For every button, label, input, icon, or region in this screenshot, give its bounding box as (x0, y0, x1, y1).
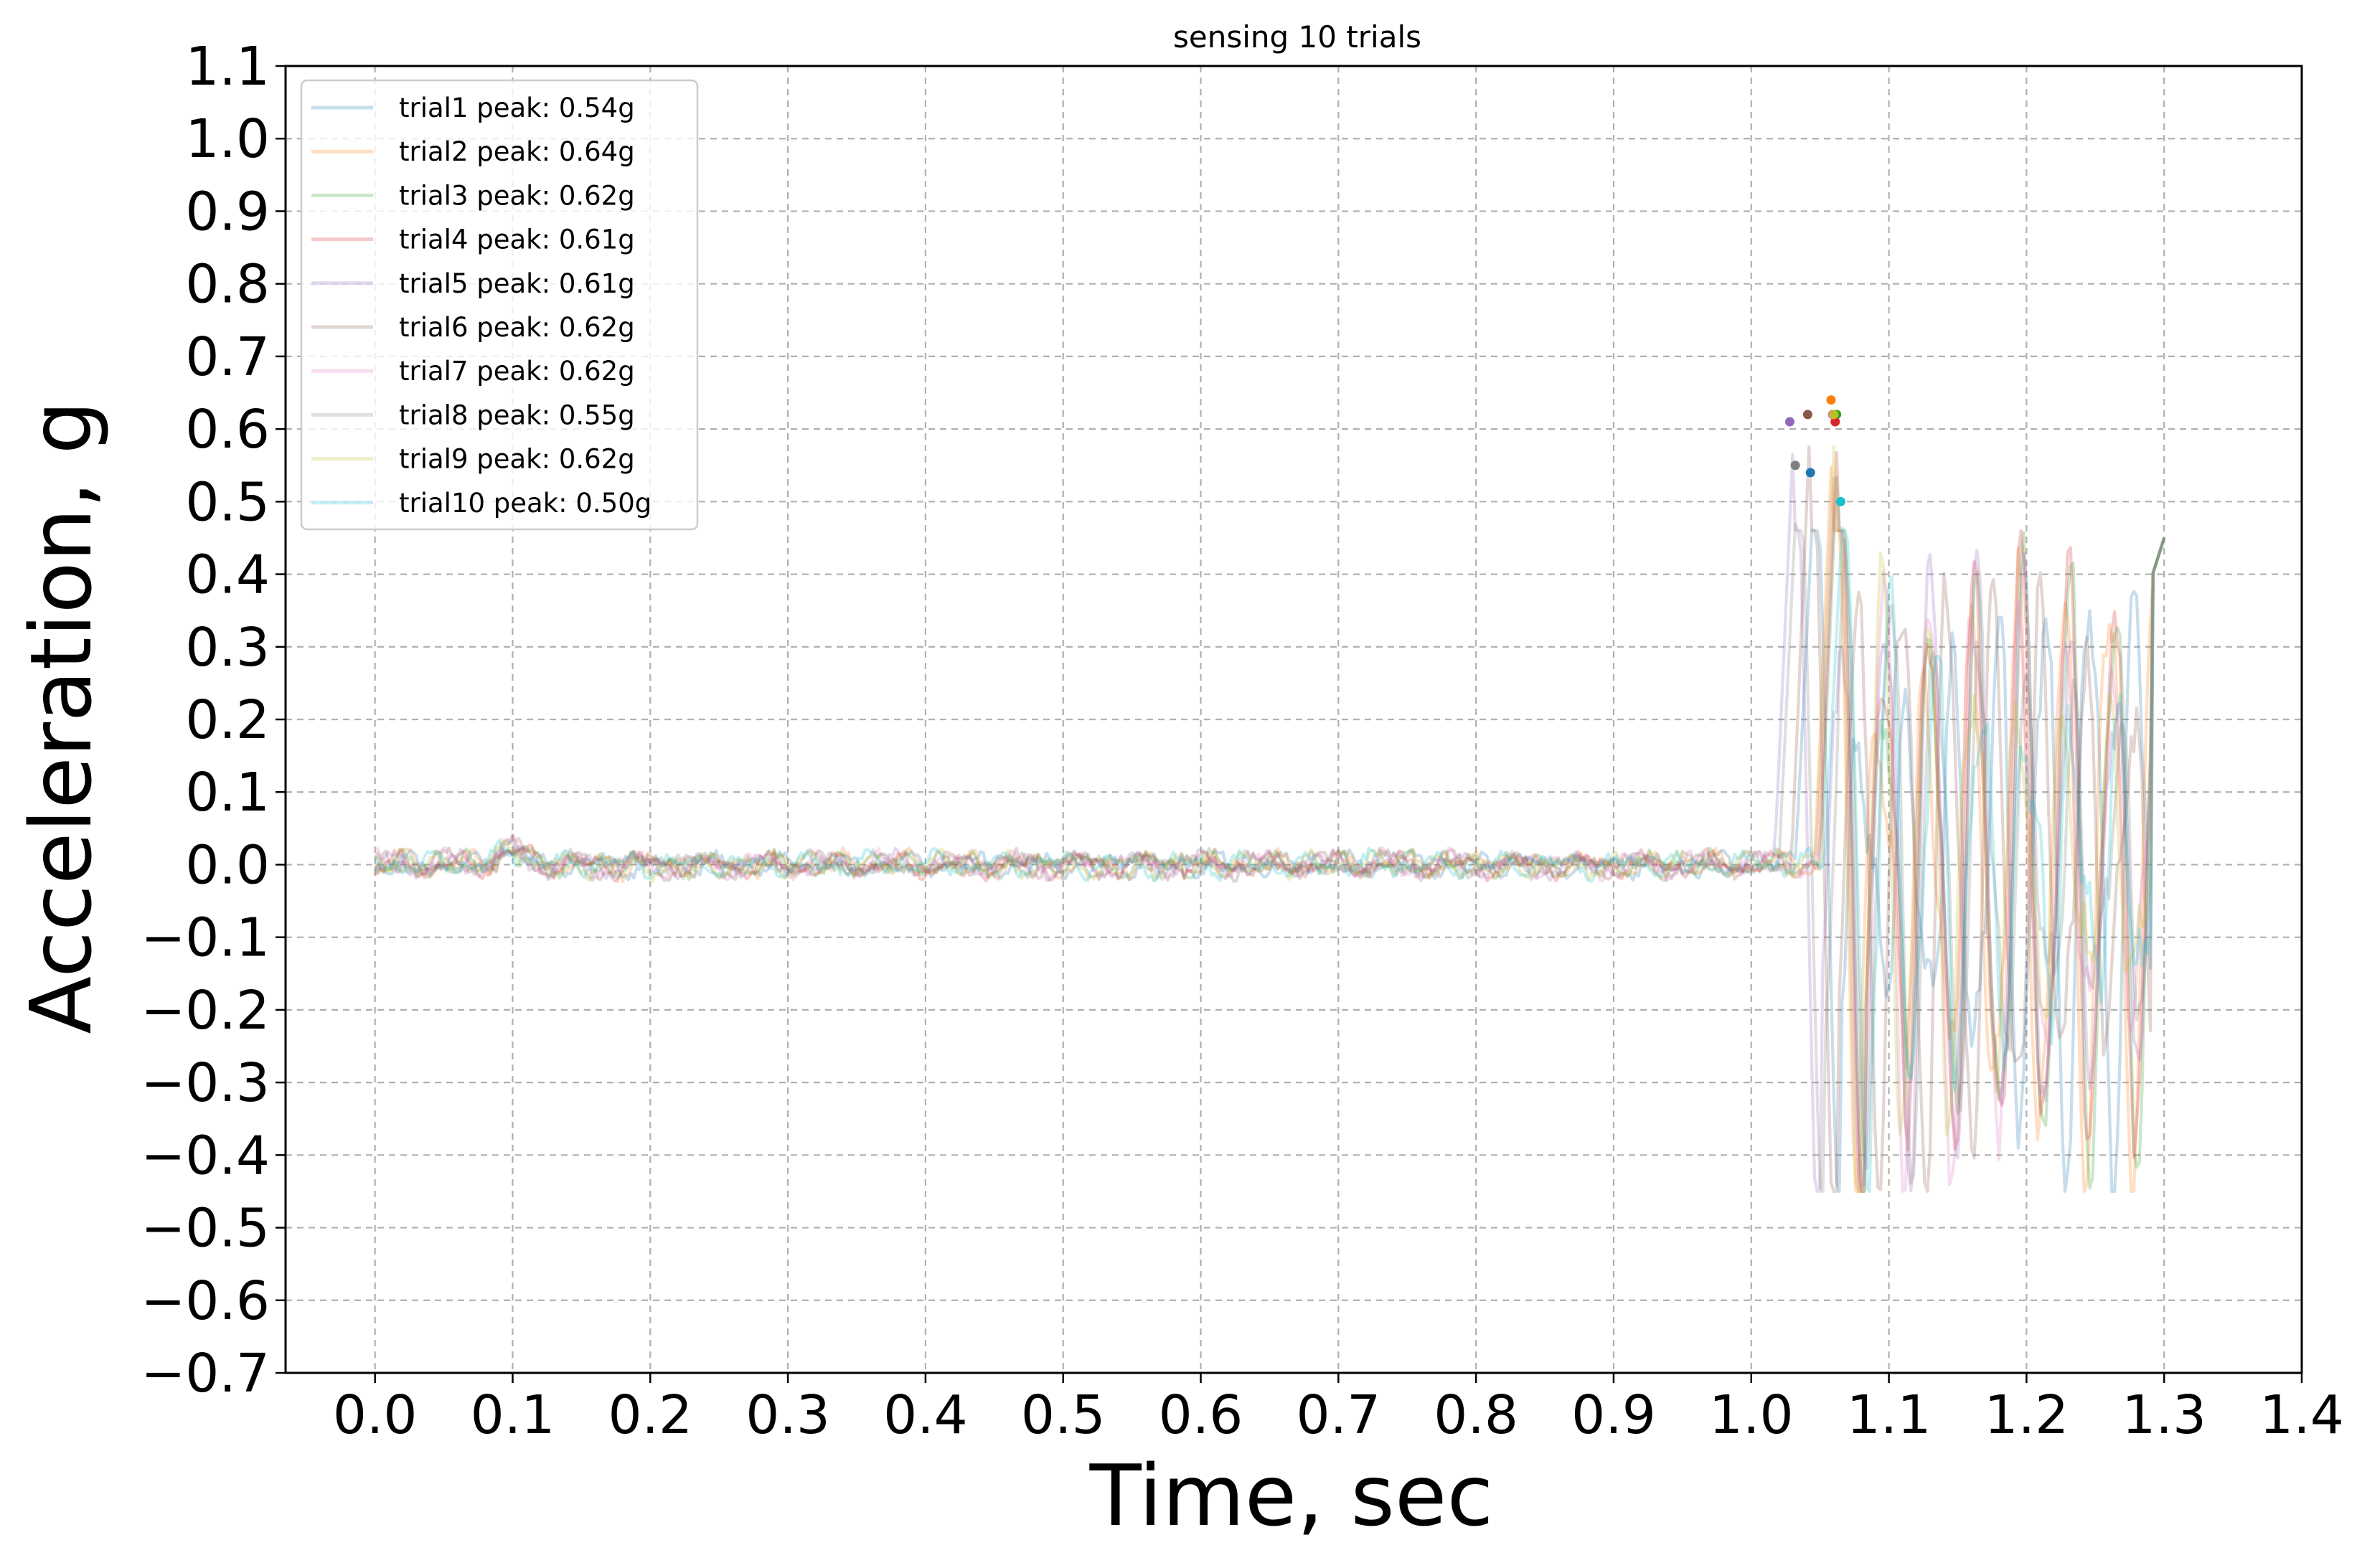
y-tick-label: 0.6 (185, 399, 270, 461)
peak-marker-trial4 (1830, 417, 1840, 427)
legend: trial1 peak: 0.54g trial2 peak: 0.64g tria… (300, 79, 699, 531)
x-tick-label: 0.0 (333, 1384, 418, 1446)
x-axis: 0.0 0.1 0.2 0.3 0.4 0.5 0.6 0.7 0.8 0.9 1.0 1.1 1.2 1… (333, 1373, 2344, 1446)
legend-label-trial1: trial1 peak: 0.54g (399, 93, 635, 123)
x-tick-label: 0.6 (1159, 1384, 1243, 1446)
y-tick-label: 0.0 (185, 834, 270, 896)
y-tick-label: 0.3 (185, 617, 270, 679)
y-tick-label: −0.6 (141, 1270, 270, 1332)
series-line-trial10 (373, 526, 2166, 1194)
series-line-trial2 (374, 466, 2166, 1194)
peak-marker-trial6 (1802, 410, 1812, 420)
x-tick-label: 1.0 (1709, 1384, 1794, 1446)
x-tick-label: 1.4 (2259, 1384, 2344, 1446)
y-tick-label: −0.1 (141, 907, 270, 969)
y-tick-label: −0.5 (141, 1198, 270, 1260)
x-axis-label: Time, sec (1089, 1446, 1494, 1545)
x-tick-label: 0.9 (1571, 1384, 1656, 1446)
series-line-trial8 (374, 522, 2166, 1194)
peak-markers (1784, 395, 1845, 506)
legend-label-trial3: trial3 peak: 0.62g (399, 180, 635, 211)
legend-label-trial10: trial10 peak: 0.50g (399, 488, 651, 519)
x-tick-label: 1.2 (1985, 1384, 2069, 1446)
peak-marker-trial2 (1826, 395, 1836, 405)
y-tick-label: −0.4 (141, 1125, 270, 1186)
x-tick-label: 0.7 (1296, 1384, 1380, 1446)
x-tick-label: 0.2 (608, 1384, 692, 1446)
legend-label-trial8: trial8 peak: 0.55g (399, 400, 635, 430)
series-layer (373, 445, 2166, 1194)
x-tick-label: 0.5 (1021, 1384, 1106, 1446)
legend-label-trial4: trial4 peak: 0.61g (399, 225, 635, 255)
peak-marker-trial10 (1835, 496, 1845, 506)
legend-label-trial7: trial7 peak: 0.62g (399, 356, 635, 387)
x-tick-label: 0.1 (471, 1384, 555, 1446)
series-line-trial3 (373, 476, 2166, 1194)
series-line-trial7 (374, 477, 2166, 1194)
y-tick-label: 1.1 (185, 36, 270, 98)
x-tick-label: 0.8 (1434, 1384, 1518, 1446)
y-tick-label: 0.1 (185, 762, 270, 823)
legend-label-trial2: trial2 peak: 0.64g (399, 136, 635, 167)
series-line-trial1 (373, 528, 2166, 1194)
chart-title: sensing 10 trials (1173, 19, 1421, 55)
y-tick-label: 0.7 (185, 326, 270, 388)
legend-label-trial5: trial5 peak: 0.61g (399, 268, 635, 299)
series-line-trial6 (373, 445, 2166, 1194)
peak-marker-trial5 (1784, 417, 1794, 427)
peak-marker-trial8 (1790, 461, 1800, 471)
x-tick-label: 1.3 (2122, 1384, 2206, 1446)
y-tick-label: −0.2 (141, 980, 270, 1042)
y-tick-label: 1.0 (185, 108, 270, 170)
y-tick-label: 0.8 (185, 254, 270, 316)
y-tick-label: −0.3 (141, 1052, 270, 1114)
series-line-trial4 (374, 450, 2166, 1194)
series-line-trial9 (373, 445, 2166, 1194)
series-line-trial5 (373, 452, 2166, 1194)
y-axis-label: Acceleration, g (11, 400, 110, 1034)
peak-marker-trial9 (1829, 410, 1839, 420)
legend-box (300, 79, 699, 531)
x-tick-label: 0.4 (883, 1384, 968, 1446)
y-tick-label: 0.9 (185, 181, 270, 242)
peak-marker-trial1 (1805, 468, 1815, 478)
y-tick-label: 0.2 (185, 689, 270, 751)
legend-label-trial9: trial9 peak: 0.62g (399, 444, 635, 475)
y-tick-label: −0.7 (141, 1343, 270, 1404)
y-tick-label: 0.5 (185, 471, 270, 533)
legend-label-trial6: trial6 peak: 0.62g (399, 312, 635, 343)
x-tick-label: 1.1 (1847, 1384, 1932, 1446)
x-tick-label: 0.3 (745, 1384, 830, 1446)
y-tick-label: 0.4 (185, 544, 270, 606)
y-axis: 1.1 1.0 0.9 0.8 0.7 0.6 0.5 0.4 0.3 0.2 0.1 0.0 −0.1… (141, 36, 286, 1404)
